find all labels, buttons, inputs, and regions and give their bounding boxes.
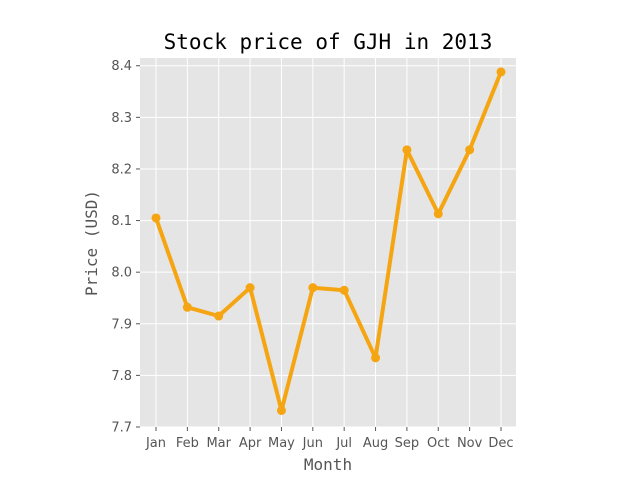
x-tick-label: Dec: [488, 436, 513, 451]
x-tick-label: Feb: [176, 436, 199, 451]
data-point: [276, 405, 286, 415]
y-tick-label: 7.9: [111, 317, 132, 332]
x-tick-label: Mar: [206, 436, 231, 451]
x-tick-label: Apr: [239, 436, 262, 451]
x-axis: Jan Feb Mar Apr May Jun Jul Aug Sep Oct Nov Dec: [145, 427, 514, 451]
y-tick-label: 8.4: [111, 59, 132, 74]
data-point: [402, 145, 412, 155]
chart-title: Stock price of GJH in 2013: [164, 30, 493, 54]
series-line: [154, 71, 503, 413]
y-axis-title: Price (USD): [82, 190, 101, 296]
y-tick-label: 8.1: [111, 214, 132, 229]
x-tick-label: Oct: [427, 436, 449, 451]
plot-area: [140, 58, 516, 427]
y-axis: 7.7 7.8 7.9 8.0 8.1 8.2 8.3 8.4: [111, 59, 140, 436]
x-tick-label: Sep: [395, 436, 420, 451]
y-tick-label: 7.7: [111, 421, 132, 436]
y-tick-label: 8.3: [111, 111, 132, 126]
x-tick-label: Jul: [335, 436, 352, 451]
data-point: [371, 353, 381, 363]
data-point: [465, 145, 475, 155]
x-tick-label: Aug: [363, 436, 388, 451]
x-axis-title: Month: [304, 455, 352, 474]
y-tick-label: 8.0: [111, 266, 132, 281]
x-tick-label: Jun: [302, 436, 323, 451]
data-point: [182, 302, 192, 312]
x-tick-label: Nov: [457, 436, 483, 451]
data-point: [433, 209, 443, 219]
data-point: [151, 213, 161, 223]
data-point: [496, 67, 506, 77]
x-tick-label: May: [268, 436, 295, 451]
data-point: [245, 283, 255, 293]
x-tick-label: Jan: [145, 436, 166, 451]
grid: [140, 58, 516, 428]
data-point: [308, 283, 318, 293]
data-point: [339, 285, 349, 295]
y-tick-label: 7.8: [111, 369, 132, 384]
y-tick-label: 8.2: [111, 162, 132, 177]
data-point: [214, 311, 224, 321]
series-points: [151, 67, 506, 415]
